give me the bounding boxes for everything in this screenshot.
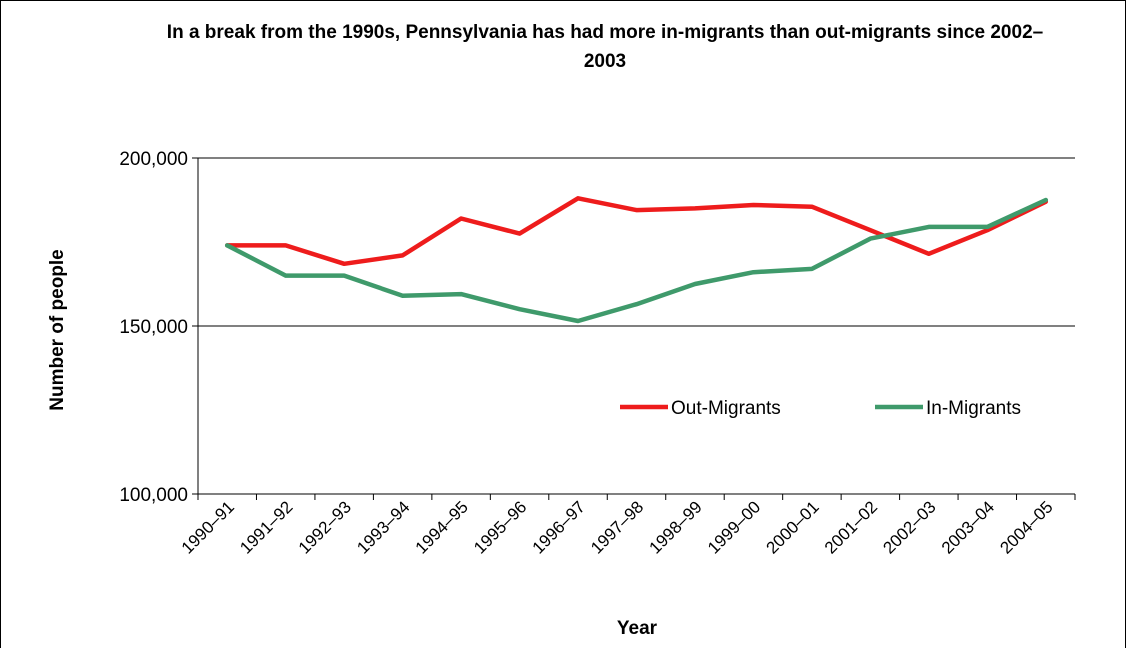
axes — [192, 157, 1076, 500]
y-tick-label: 150,000 — [119, 317, 188, 338]
x-tick-label: 2003–04 — [938, 497, 998, 557]
x-tick-label: 1990–91 — [178, 497, 238, 557]
x-tick-label: 2001–02 — [821, 497, 881, 557]
legend: Out-Migrants In-Migrants — [620, 398, 1021, 419]
legend-label-out-migrants: Out-Migrants — [671, 398, 781, 419]
x-tick-label: 1997–98 — [587, 497, 647, 557]
x-tick-label: 1992–93 — [295, 497, 355, 557]
y-tick-labels: 100,000 150,000 200,000 — [119, 149, 188, 506]
series-line-in-migrants — [224, 197, 1049, 324]
chart-title: In a break from the 1990s, Pennsylvania … — [166, 22, 1044, 72]
x-tick-label: 2004–05 — [996, 497, 1056, 557]
legend-label-in-migrants: In-Migrants — [926, 398, 1021, 419]
x-tick-label: 1993–94 — [353, 497, 413, 557]
y-tick-label: 100,000 — [119, 485, 188, 506]
series-lines — [224, 196, 1049, 324]
x-tick-label: 2000–01 — [762, 497, 822, 557]
gridlines — [198, 157, 1075, 327]
x-tick-label: 2002–03 — [879, 497, 939, 557]
x-axis-label: Year — [616, 618, 658, 639]
x-tick-label: 1998–99 — [646, 497, 706, 557]
x-tick-labels: 1990–911991–921992–931993–941994–951995–… — [178, 497, 1057, 557]
x-tick-label: 1996–97 — [529, 497, 589, 557]
x-tick-label: 1994–95 — [412, 497, 472, 557]
x-tick-label: 1995–96 — [470, 497, 530, 557]
x-tick-label: 1991–92 — [236, 497, 296, 557]
x-tick-label: 1999–00 — [704, 497, 764, 557]
y-tick-label: 200,000 — [119, 149, 188, 170]
series-line-out-migrants — [224, 196, 1049, 267]
